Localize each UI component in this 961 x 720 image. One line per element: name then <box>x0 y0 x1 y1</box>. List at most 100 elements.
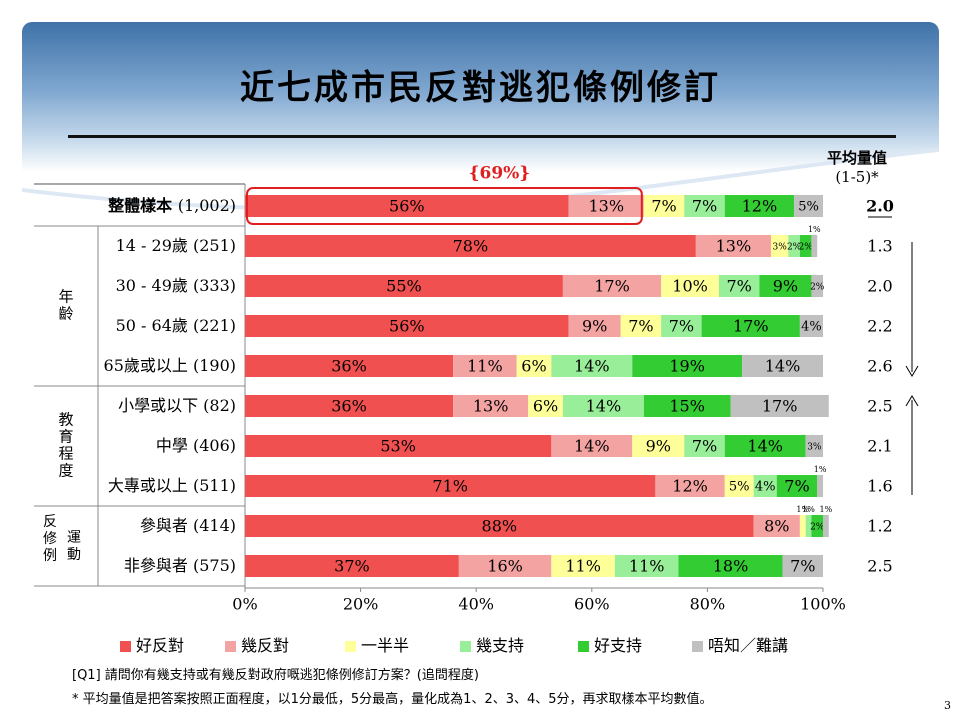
bar-segment <box>562 275 662 297</box>
bar-segment <box>632 355 743 377</box>
row-sample-size: (333) <box>193 276 236 295</box>
bar-value-label: 56% <box>389 197 425 216</box>
bar-segment <box>811 235 818 257</box>
page-number: 3 <box>944 699 951 712</box>
bar-segment <box>794 195 823 217</box>
row-label: 65歲或以上 (190) <box>104 356 236 375</box>
legend-swatch <box>692 641 703 652</box>
bar-segment <box>701 315 800 337</box>
average-value: 2.6 <box>867 357 892 376</box>
bar-segment <box>245 235 696 257</box>
row-label-name: 大專或以上 <box>108 476 193 495</box>
bar-segment <box>453 355 517 377</box>
row-sample-size: (221) <box>193 316 236 335</box>
legend-item: 好支持 <box>578 632 642 655</box>
legend-swatch <box>578 641 589 652</box>
row-sample-size: (190) <box>193 356 236 375</box>
bar-value-label: 6% <box>521 357 546 376</box>
average-footnote: * 平均量值是把答案按照正面程度，以1分最低，5分最高，量化成為1、2、3、4、… <box>72 692 713 707</box>
x-tick-label: 0% <box>232 595 257 614</box>
legend-label: 一半半 <box>361 636 410 655</box>
bar-segment <box>245 315 569 337</box>
row-label: 小學或以下 (82) <box>118 396 236 415</box>
group-label-char: 齡 <box>58 305 73 323</box>
bar-segment <box>245 195 569 217</box>
bar-value-label: 14% <box>574 357 610 376</box>
bar-value-label: 1% <box>814 465 827 474</box>
average-value: 2.5 <box>867 397 892 416</box>
row-label-name: 非參與者 <box>124 556 193 575</box>
bar-value-label: 36% <box>331 397 367 416</box>
row-sample-size: (82) <box>203 396 236 415</box>
legend-label: 唔知／難講 <box>708 636 789 655</box>
row-sample-size: (575) <box>193 556 236 575</box>
group-label-char: 教 <box>58 411 73 429</box>
bar-value-label: 3% <box>773 243 788 253</box>
group-label-char: 動 <box>67 547 81 563</box>
bar-value-label: 12% <box>742 197 778 216</box>
bar-value-label: 17% <box>762 397 798 416</box>
bar-value-label: 2% <box>799 243 814 253</box>
bar-value-label: 55% <box>386 277 422 296</box>
average-score-header: 平均量值 <box>826 149 887 167</box>
bar-value-label: 4% <box>801 320 822 335</box>
title-underline <box>68 135 896 138</box>
legend-label: 好反對 <box>136 636 185 655</box>
x-tick-label: 80% <box>690 595 726 614</box>
legend-swatch <box>225 641 236 652</box>
group-label-char: 度 <box>58 462 73 480</box>
bar-segment <box>724 435 806 457</box>
bar-segment <box>753 515 800 537</box>
bar-segment <box>724 475 754 497</box>
legend-label: 幾支持 <box>476 636 525 655</box>
row-sample-size: (511) <box>193 476 236 495</box>
highlight-label: {69%} <box>469 164 531 184</box>
bar-value-label: 15% <box>669 397 705 416</box>
bar-segment <box>799 235 812 257</box>
bar-segment <box>759 275 812 297</box>
bar-value-label: 7% <box>669 317 694 336</box>
bar-segment <box>620 315 662 337</box>
bar-value-label: 7% <box>692 437 717 456</box>
row-label: 大專或以上 (511) <box>108 476 236 495</box>
legend-item: 好反對 <box>120 632 184 655</box>
bar-segment <box>528 395 563 417</box>
bar-value-label: 71% <box>432 477 468 496</box>
bar-segment <box>753 475 777 497</box>
bar-segment <box>551 555 615 577</box>
bar-segment <box>776 475 818 497</box>
average-value: 2.1 <box>867 437 892 456</box>
bar-value-label: 2% <box>810 523 825 533</box>
row-label: 非參與者 (575) <box>124 556 236 575</box>
row-sample-size: (251) <box>193 236 236 255</box>
bar-segment <box>516 355 552 377</box>
legend-label: 幾反對 <box>241 636 290 655</box>
group-label-char: 年 <box>58 288 73 306</box>
group-label-char: 育 <box>58 428 73 446</box>
bar-segment <box>245 275 563 297</box>
bar-segment <box>245 435 552 457</box>
row-label-name: 14 - 29歲 <box>116 236 193 255</box>
legend-item: 幾反對 <box>225 632 289 655</box>
row-label-name: 50 - 64歲 <box>116 316 193 335</box>
average-value: 1.6 <box>867 477 892 496</box>
legend-swatch <box>345 641 356 652</box>
bar-segment <box>823 515 829 537</box>
bar-segment <box>724 195 795 217</box>
bar-segment <box>568 315 621 337</box>
bar-segment <box>562 395 644 417</box>
group-label-char: 程 <box>58 445 73 463</box>
question-footnote: [Q1] 請問你有幾支持或有幾反對政府嘅逃犯條例修訂方案？(追問程度) <box>72 668 479 683</box>
group-label-char: 運 <box>67 530 81 546</box>
row-label: 14 - 29歲 (251) <box>116 236 236 255</box>
bar-segment <box>678 555 783 577</box>
bar-value-label: 14% <box>586 397 622 416</box>
bar-segment <box>632 435 685 457</box>
row-label-name: 參與者 <box>140 516 193 535</box>
bar-segment <box>684 435 725 457</box>
bar-segment <box>811 515 823 537</box>
bar-segment <box>811 275 823 297</box>
bar-value-label: 4% <box>755 480 776 495</box>
bar-segment <box>805 515 812 537</box>
bar-value-label: 5% <box>729 480 750 495</box>
